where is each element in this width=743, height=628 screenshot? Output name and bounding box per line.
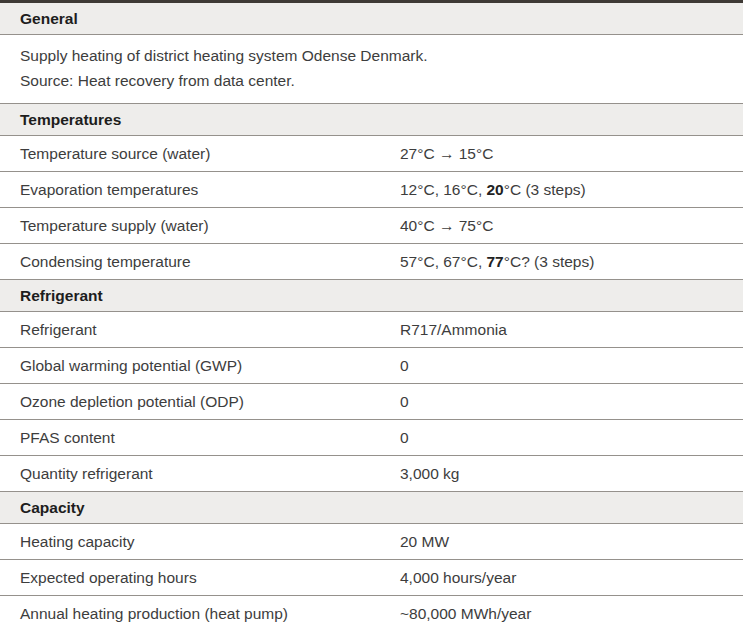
value-segment: 0 [400,429,409,446]
spec-row-label: Quantity refrigerant [0,465,400,483]
section-header-capacity: Capacity [0,492,743,524]
spec-row-value: 4,000 hours/year [400,569,743,587]
spec-row-value: 57°C, 67°C, 77°C? (3 steps) [400,253,743,271]
value-segment-bold: 20 [487,181,504,198]
spec-row-label: Ozone depletion potential (ODP) [0,393,400,411]
spec-row-expected-operating-hours: Expected operating hours4,000 hours/year [0,560,743,596]
spec-row-value: R717/Ammonia [400,321,743,339]
value-segment-bold: 77 [487,253,504,270]
section-header-general: General [0,3,743,35]
spec-row-quantity-refrigerant: Quantity refrigerant3,000 kg [0,456,743,492]
spec-row-evaporation-temperatures: Evaporation temperatures12°C, 16°C, 20°C… [0,172,743,208]
spec-row-value: 0 [400,357,743,375]
spec-row-annual-heating-production-heat-pump: Annual heating production (heat pump)~80… [0,596,743,628]
spec-row-label: Condensing temperature [0,253,400,271]
value-segment: 12°C, 16°C, [400,181,487,198]
value-segment: 0 [400,393,409,410]
value-segment: ~80,000 MWh/year [400,605,531,622]
spec-row-label: Temperature supply (water) [0,217,400,235]
value-segment: 3,000 kg [400,465,459,482]
spec-row-value: 20 MW [400,533,743,551]
spec-row-value: ~80,000 MWh/year [400,605,743,623]
value-segment: °C (3 steps) [504,181,586,198]
value-segment: °C? (3 steps) [504,253,595,270]
value-segment: 27°C → 15°C [400,145,493,162]
section-description: Supply heating of district heating syste… [0,35,743,104]
spec-row-label: PFAS content [0,429,400,447]
section-header-temperatures: Temperatures [0,104,743,136]
description-line: Supply heating of district heating syste… [20,43,723,68]
spec-row-temperature-source-water: Temperature source (water)27°C → 15°C [0,136,743,172]
spec-row-value: 0 [400,429,743,447]
section-header-refrigerant: Refrigerant [0,280,743,312]
value-segment: R717/Ammonia [400,321,507,338]
value-segment: 57°C, 67°C, [400,253,487,270]
spec-row-value: 27°C → 15°C [400,145,743,163]
spec-row-label: Refrigerant [0,321,400,339]
spec-row-global-warming-potential-gwp: Global warming potential (GWP)0 [0,348,743,384]
spec-row-refrigerant: RefrigerantR717/Ammonia [0,312,743,348]
spec-table: General Supply heating of district heatin… [0,0,743,628]
spec-row-label: Global warming potential (GWP) [0,357,400,375]
spec-row-label: Expected operating hours [0,569,400,587]
spec-row-ozone-depletion-potential-odp: Ozone depletion potential (ODP)0 [0,384,743,420]
spec-row-pfas-content: PFAS content0 [0,420,743,456]
spec-row-heating-capacity: Heating capacity20 MW [0,524,743,560]
spec-row-value: 12°C, 16°C, 20°C (3 steps) [400,181,743,199]
spec-row-value: 3,000 kg [400,465,743,483]
value-segment: 4,000 hours/year [400,569,516,586]
spec-row-label: Temperature source (water) [0,145,400,163]
spec-row-temperature-supply-water: Temperature supply (water)40°C → 75°C [0,208,743,244]
spec-row-value: 0 [400,393,743,411]
value-segment: 20 MW [400,533,449,550]
spec-row-value: 40°C → 75°C [400,217,743,235]
description-line: Source: Heat recovery from data center. [20,68,723,93]
spec-row-label: Heating capacity [0,533,400,551]
spec-row-condensing-temperature: Condensing temperature57°C, 67°C, 77°C? … [0,244,743,280]
spec-row-label: Annual heating production (heat pump) [0,605,400,623]
spec-row-label: Evaporation temperatures [0,181,400,199]
value-segment: 0 [400,357,409,374]
value-segment: 40°C → 75°C [400,217,493,234]
